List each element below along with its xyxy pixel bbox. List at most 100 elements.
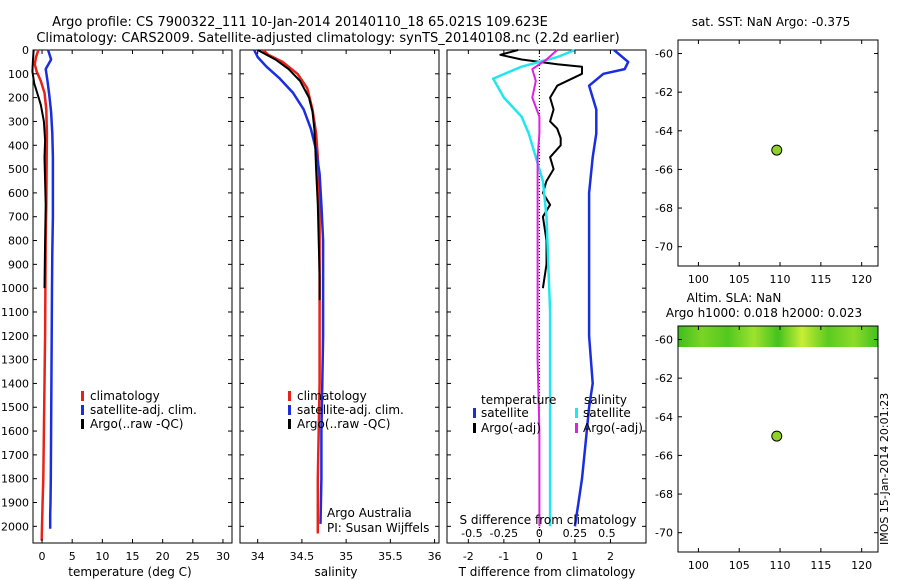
series-line-s-satellite	[491, 48, 576, 527]
map-ytick-label-1: -62	[655, 372, 673, 385]
temperature-series	[31, 49, 55, 541]
legend-swatch-2	[81, 419, 84, 429]
figure-title-line1: Argo profile: CS 7900322_111 10-Jan-2014…	[52, 15, 548, 30]
temperature-panel: 0100200300400500600700800900100011001200…	[1, 44, 233, 579]
ytick-label-2000: 2000	[1, 520, 29, 533]
legend-t-label-0: satellite	[481, 406, 529, 420]
legend-salinity-title: salinity	[584, 393, 627, 407]
salinity-annotation-line2: PI: Susan Wijffels	[327, 521, 429, 535]
ytick-label-600: 600	[8, 187, 29, 200]
legend-label-0: climatology	[90, 389, 160, 403]
map-xtick-label-2: 110	[770, 273, 791, 286]
map-ytick-label-5: -70	[655, 527, 673, 540]
salinity-panel: 34 34.5 35 35.5 36 salinity climatologysatel…	[239, 49, 442, 579]
legend-label-1: satellite-adj. clim.	[90, 403, 197, 417]
x2tick-label-3: 0.25	[563, 527, 588, 540]
difference-panel: -2 -1 0 1 2 -0.5 -0.25 0 0.25 0.5 T difference fr…	[446, 48, 647, 579]
legend-swatch-0	[288, 391, 291, 401]
map-ytick-label-0: -60	[655, 334, 673, 347]
map-ytick-label-4: -68	[655, 202, 673, 215]
map-ytick-label-5: -70	[655, 241, 673, 254]
figure-title-line2: Climatology: CARS2009. Satellite-adjuste…	[36, 31, 619, 46]
sla-map-title1: Altim. SLA: NaN	[687, 291, 782, 305]
series-line-argo-raw-qc-	[31, 49, 47, 289]
ytick-label-1700: 1700	[1, 449, 29, 462]
map-ytick-label-1: -62	[655, 86, 673, 99]
series-line-t-argo-adj-	[499, 49, 583, 289]
temperature-xlabel: temperature (deg C)	[68, 565, 191, 579]
xtick-label--1: -1	[498, 550, 509, 563]
xtick-label-35: 35	[339, 550, 353, 563]
x2tick-label-4: 0.5	[598, 527, 616, 540]
sst-map-frame	[677, 39, 879, 267]
ytick-label-900: 900	[8, 258, 29, 271]
salinity-xlabel: salinity	[314, 565, 357, 579]
xtick-label-34: 34	[251, 550, 265, 563]
legend-t-swatch-0	[473, 408, 476, 418]
series-line-s-argo-adj-	[531, 49, 558, 527]
map-xtick-label-4: 120	[851, 559, 872, 572]
sla-map-panel: Altim. SLA: NaN Argo h1000: 0.018 h2000:…	[655, 291, 879, 572]
ytick-label-1100: 1100	[1, 306, 29, 319]
legend-s-swatch-0	[575, 408, 578, 418]
sst-map-panel: sat. SST: NaN Argo: -0.375 -60-62-64-66-…	[655, 15, 879, 286]
difference-xlabel: T difference from climatology	[458, 565, 636, 579]
legend-t-swatch-1	[473, 423, 476, 433]
xtick-label-5: 5	[69, 550, 76, 563]
x2tick-label-1: -0.25	[490, 527, 518, 540]
map-xtick-label-0: 100	[688, 273, 709, 286]
legend-swatch-2	[288, 419, 291, 429]
xtick-label-15: 15	[126, 550, 140, 563]
xtick-label-2: 2	[607, 550, 614, 563]
sla-map-points	[771, 430, 783, 442]
ytick-label-1000: 1000	[1, 282, 29, 295]
xtick-label-10: 10	[95, 550, 109, 563]
xtick-label-0: 0	[39, 550, 46, 563]
salinity-series	[253, 49, 325, 534]
xtick-label-34.5: 34.5	[290, 550, 315, 563]
xtick-label-35.5: 35.5	[378, 550, 403, 563]
series-line-satellite-adj-clim-	[253, 49, 325, 524]
difference-legend: temperature salinitysatelliteArgo(-adj)sa…	[473, 393, 643, 435]
salinity-plot-frame	[239, 49, 440, 544]
xtick-label-25: 25	[186, 550, 200, 563]
xtick-label--2: -2	[463, 550, 474, 563]
map-ytick-label-2: -64	[655, 411, 673, 424]
legend-swatch-1	[81, 405, 84, 415]
series-line-climatology	[33, 49, 49, 541]
x2tick-label-2: 0	[536, 527, 543, 540]
sst-map-title: sat. SST: NaN Argo: -0.375	[692, 15, 851, 29]
map-ytick-label-2: -64	[655, 125, 673, 138]
ytick-label-1600: 1600	[1, 425, 29, 438]
difference-xlabel2: S difference from climatology	[460, 513, 637, 527]
map-xtick-label-0: 100	[688, 559, 709, 572]
ytick-label-0: 0	[22, 44, 29, 57]
legend-s-swatch-1	[575, 423, 578, 433]
ytick-label-1400: 1400	[1, 377, 29, 390]
ytick-label-1900: 1900	[1, 497, 29, 510]
series-line-argo-raw-qc-	[257, 49, 321, 301]
map-ytick-label-3: -66	[655, 449, 673, 462]
legend-s-label-1: Argo(-adj)	[583, 421, 643, 435]
legend-label-2: Argo(..raw -QC)	[297, 417, 390, 431]
map-ytick-label-4: -68	[655, 488, 673, 501]
argo-position-marker	[771, 144, 783, 156]
difference-series	[491, 48, 630, 543]
legend-s-label-0: satellite	[583, 406, 631, 420]
difference-axes: -2 -1 0 1 2 -0.5 -0.25 0 0.25 0.5	[447, 49, 646, 563]
xtick-label-0: 0	[536, 550, 543, 563]
map-xtick-label-3: 115	[810, 559, 831, 572]
sla-map-frame	[677, 325, 879, 553]
ytick-label-800: 800	[8, 235, 29, 248]
temperature-plot-frame	[32, 49, 233, 544]
sla-map-band	[678, 326, 878, 347]
map-ytick-label-3: -66	[655, 163, 673, 176]
salinity-annotation-line1: Argo Australia	[327, 506, 412, 520]
xtick-label-30: 30	[216, 550, 230, 563]
xtick-label-1: 1	[571, 550, 578, 563]
sst-map-points	[771, 144, 783, 156]
ytick-label-1500: 1500	[1, 401, 29, 414]
